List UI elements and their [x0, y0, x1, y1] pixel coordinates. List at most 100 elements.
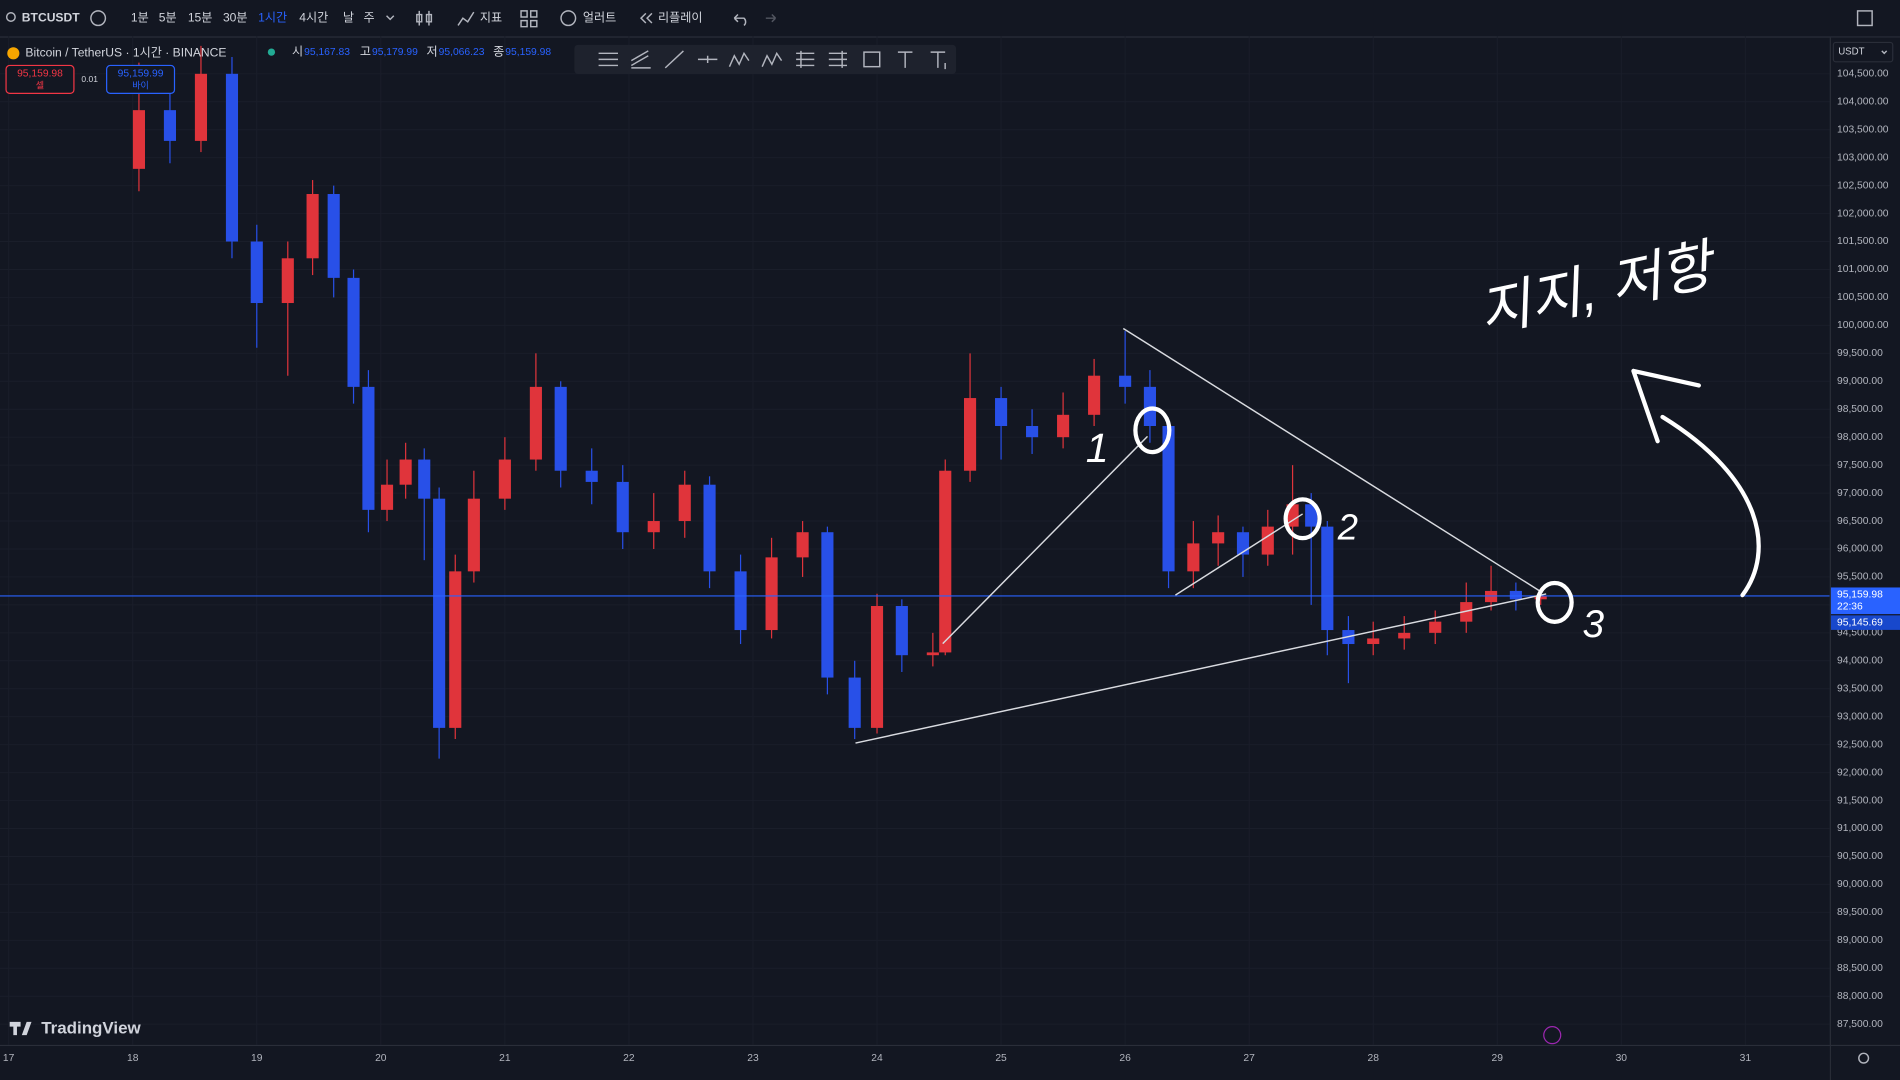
tool-icon[interactable] — [796, 50, 815, 68]
settings-icon[interactable] — [1858, 1052, 1870, 1064]
tool-icon[interactable] — [664, 50, 684, 69]
buy-label: 바이 — [132, 80, 149, 90]
circle-mark — [1133, 406, 1172, 455]
y-tick-label: 103,500.00 — [1837, 124, 1889, 135]
tool-icon[interactable] — [897, 51, 913, 68]
candle-body — [1162, 426, 1175, 572]
interval[interactable]: 1분 — [131, 10, 149, 24]
candle-body — [1534, 595, 1547, 600]
drawing-toolbar — [574, 44, 957, 74]
interval[interactable]: 30분 — [223, 10, 248, 24]
dropdown-icon[interactable] — [386, 15, 395, 21]
candle-body — [327, 194, 340, 278]
alert-icon[interactable] — [560, 10, 577, 27]
tool-icon[interactable] — [630, 50, 651, 69]
x-tick-label: 27 — [1243, 1053, 1255, 1064]
tool-icon[interactable] — [598, 52, 618, 67]
indicator-icon[interactable] — [457, 11, 475, 26]
y-tick-label: 89,500.00 — [1837, 907, 1883, 918]
sell-label: 셀 — [36, 80, 44, 90]
y-tick-label: 98,500.00 — [1837, 404, 1883, 415]
tool-icon[interactable] — [761, 51, 783, 67]
dropdown-icon[interactable] — [1881, 50, 1888, 55]
candle-body — [1088, 375, 1101, 415]
replay-icon[interactable] — [639, 12, 653, 24]
layout-icon[interactable] — [520, 10, 538, 28]
market-status — [267, 48, 276, 56]
search-icon[interactable] — [5, 12, 16, 22]
trendline[interactable] — [1174, 513, 1304, 596]
annotation-number: 3 — [1583, 603, 1605, 646]
trendline[interactable] — [855, 593, 1547, 744]
chart-type-icon[interactable] — [416, 10, 433, 26]
interval[interactable]: 4시간 — [299, 10, 328, 24]
currency-select[interactable] — [1832, 41, 1894, 63]
symbol[interactable]: BTCUSDT — [22, 10, 80, 24]
candle-body — [449, 571, 462, 728]
x-tick-label: 22 — [623, 1053, 635, 1064]
tool-icon[interactable] — [930, 51, 946, 70]
add-symbol[interactable] — [90, 10, 107, 27]
y-tick-label: 96,000.00 — [1837, 544, 1883, 555]
candle-body — [418, 459, 431, 499]
interval[interactable]: 주 — [364, 10, 375, 24]
candle-body — [498, 459, 511, 499]
price-axis: USDT 87,500.00 88,000.00 88,500.00 89,000.0… — [1829, 37, 1900, 1080]
candle-body — [362, 386, 375, 510]
candle-body — [433, 498, 446, 728]
x-tick-label: 31 — [1740, 1053, 1752, 1064]
y-tick-label: 101,000.00 — [1837, 264, 1889, 275]
candle-body — [926, 652, 939, 656]
lightning-icon[interactable] — [1543, 1026, 1562, 1045]
tool-icon[interactable] — [863, 51, 881, 68]
candle-body — [796, 532, 809, 558]
tool-icon[interactable] — [728, 51, 750, 67]
candle-body — [1057, 414, 1070, 438]
ohlc-value: 95,167.83 — [304, 47, 350, 58]
circle-mark — [1535, 580, 1574, 624]
y-tick-label: 102,500.00 — [1837, 180, 1889, 191]
y-tick-label: 97,000.00 — [1837, 488, 1883, 499]
candle-body — [848, 677, 861, 728]
y-tick-label: 91,000.00 — [1837, 823, 1883, 834]
replay[interactable]: 리플레이 — [658, 10, 703, 24]
candle-body — [995, 398, 1008, 427]
trade-buttons: 95,159.98 셀 0.01 95,159.99 바이 — [5, 64, 176, 94]
legend-title: Bitcoin / TetherUS · 1시간 · BINANCE — [25, 46, 226, 60]
currency[interactable]: USDT — [1838, 47, 1864, 58]
spread: 0.01 — [81, 74, 98, 84]
undo-icon[interactable] — [733, 14, 747, 26]
candle-body — [870, 606, 884, 728]
tool-icon[interactable] — [697, 55, 718, 64]
candle-body — [281, 258, 294, 304]
candle-body — [1429, 621, 1442, 633]
candle-body — [347, 277, 360, 387]
y-tick-label: 95,500.00 — [1837, 572, 1883, 583]
buy-button[interactable] — [106, 64, 176, 94]
candle-body — [765, 557, 778, 631]
interval-active[interactable]: 1시간 — [258, 10, 287, 24]
alert[interactable]: 얼러트 — [583, 10, 616, 24]
interval[interactable]: 15분 — [188, 10, 213, 24]
sell-button[interactable] — [5, 64, 75, 94]
candle-body — [250, 241, 263, 304]
y-tick-label: 102,000.00 — [1837, 208, 1889, 219]
trendline[interactable] — [1122, 327, 1543, 594]
redo-icon[interactable] — [765, 14, 777, 23]
trendline[interactable] — [942, 435, 1149, 645]
y-tick-label: 94,000.00 — [1837, 656, 1883, 667]
fullscreen-icon[interactable] — [1856, 10, 1873, 27]
y-tick-label: 90,000.00 — [1837, 879, 1883, 890]
indicators[interactable]: 지표 — [480, 10, 502, 24]
y-tick-label: 94,500.00 — [1837, 628, 1883, 639]
x-tick-label: 29 — [1492, 1053, 1504, 1064]
interval[interactable]: 날 — [343, 10, 354, 24]
candle-body — [678, 484, 691, 522]
x-tick-label: 26 — [1119, 1053, 1131, 1064]
interval[interactable]: 5분 — [159, 10, 177, 24]
candle-body — [703, 484, 716, 572]
tool-icon[interactable] — [828, 50, 848, 68]
candles — [132, 45, 1547, 759]
